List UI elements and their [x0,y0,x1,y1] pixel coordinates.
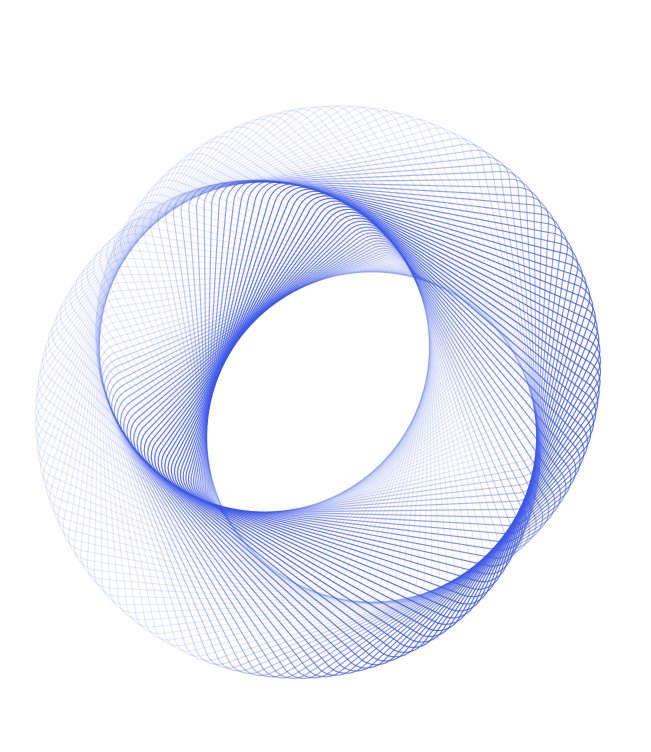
loop [108,247,537,676]
loop [41,122,489,570]
loop [165,143,541,520]
loop [69,105,513,550]
loop [119,237,562,679]
loop [96,261,487,652]
loop [80,249,435,605]
loop [106,250,530,674]
loop [203,178,538,513]
loop [67,233,439,605]
loop-group [35,105,601,679]
loop [157,137,541,521]
loop [116,240,556,679]
loop [95,268,448,621]
loop [126,232,572,678]
loop [44,118,493,567]
loop [103,252,524,672]
loop [64,106,510,552]
loop [134,122,538,526]
loop [101,254,516,669]
loop [86,105,523,542]
loop [192,181,579,567]
loop [185,184,591,590]
loop [127,118,537,528]
loop [197,179,569,551]
loop [113,242,550,679]
loop [149,132,540,523]
loop [86,257,433,604]
loop [73,241,437,605]
loop [39,126,486,573]
loop [55,110,503,558]
loop [187,183,587,583]
loop [172,149,542,518]
loop [203,180,550,527]
loop [112,112,533,532]
loop [62,225,441,604]
loop [99,256,509,666]
loop [92,106,525,539]
loop [80,105,520,544]
loop [95,267,456,628]
loop [35,159,466,589]
loop [45,194,451,600]
loop [195,170,540,515]
loop [142,127,539,525]
loop [129,229,577,676]
loop [59,108,507,555]
loop [40,179,457,596]
loop [36,136,479,578]
loop [180,156,541,517]
loop [204,180,543,519]
loop [49,201,449,601]
loop [111,245,544,678]
loop [106,110,530,534]
loop [98,258,502,662]
loop [42,186,454,598]
loop [93,265,432,604]
loop [190,182,583,575]
loop [47,115,496,564]
loop [95,264,471,641]
loop [98,271,433,606]
loop [201,179,556,535]
loop [199,179,563,543]
loop [94,266,464,635]
loop [96,269,441,614]
loop [123,234,567,679]
loop [38,172,460,594]
loop [120,115,535,530]
loop [35,146,472,584]
loop [74,105,517,547]
loop [97,259,494,657]
loop [95,263,479,647]
loop [36,165,463,592]
loop [195,180,574,559]
loop [188,163,541,516]
loop [35,152,469,587]
loop [37,131,482,576]
loop [57,217,444,603]
loop [99,108,528,537]
loop [51,112,500,561]
loop [53,209,446,602]
loop [35,141,475,581]
